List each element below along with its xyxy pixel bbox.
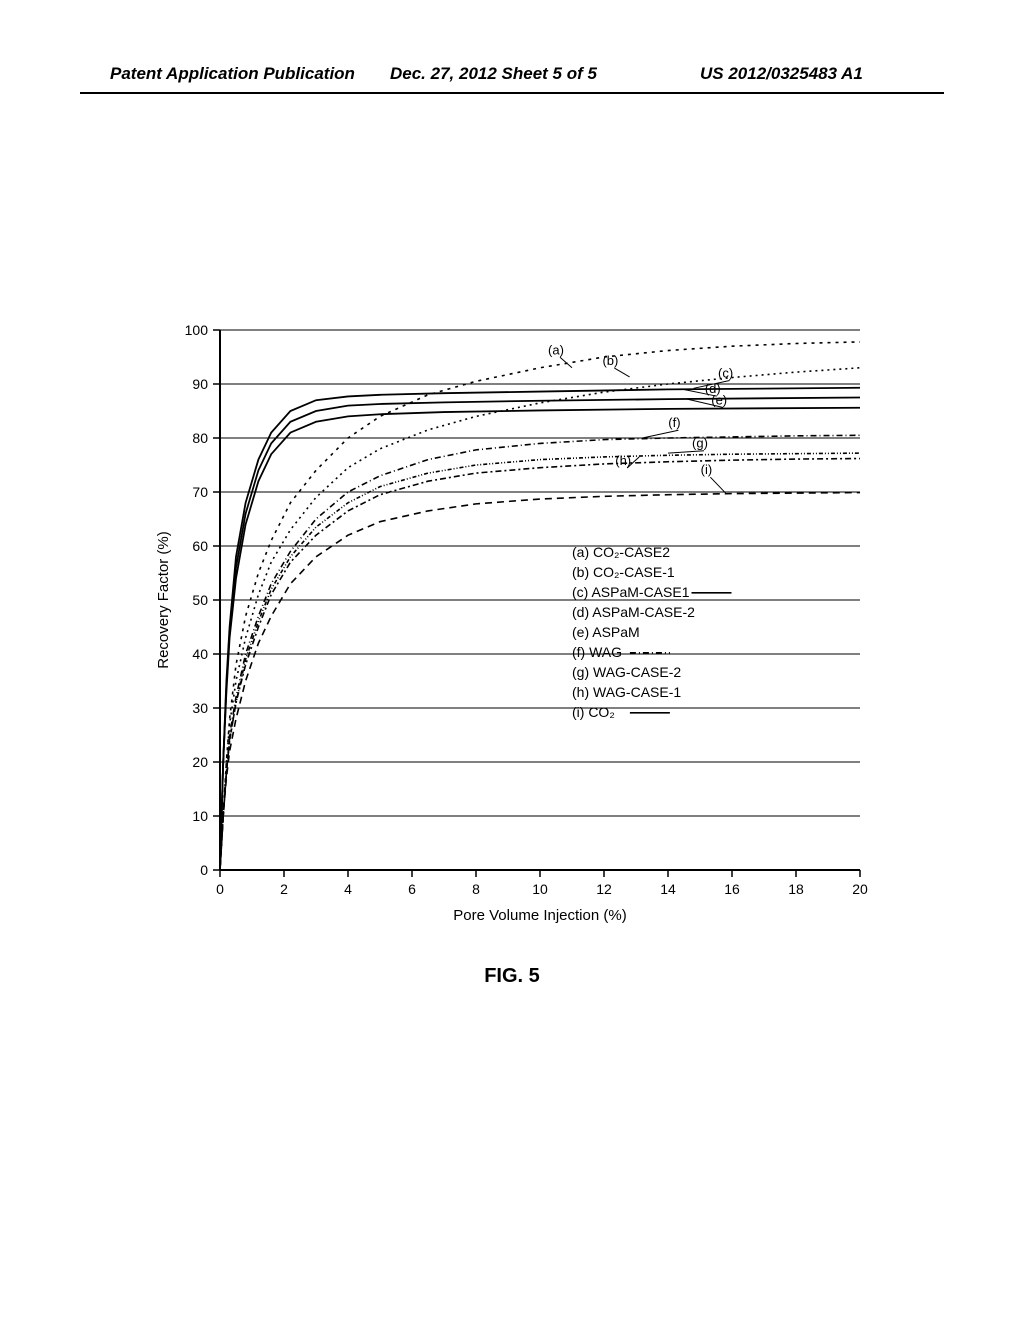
svg-text:60: 60 [192, 538, 208, 554]
figure-caption: FIG. 5 [0, 965, 1024, 988]
svg-text:(c) ASPaM-CASE1: (c) ASPaM-CASE1 [572, 584, 690, 600]
svg-text:(d) ASPaM-CASE-2: (d) ASPaM-CASE-2 [572, 604, 695, 620]
header-left: Patent Application Publication [110, 64, 355, 84]
svg-text:20: 20 [192, 754, 208, 770]
svg-text:(f): (f) [668, 415, 680, 430]
svg-text:100: 100 [185, 322, 209, 338]
svg-text:(g): (g) [692, 436, 708, 451]
svg-text:(h): (h) [615, 453, 631, 468]
svg-text:(i) CO₂: (i) CO₂ [572, 704, 615, 720]
svg-text:18: 18 [788, 881, 804, 897]
svg-text:Recovery Factor (%): Recovery Factor (%) [155, 531, 172, 669]
svg-text:80: 80 [192, 430, 208, 446]
chart-svg: 0 2 4 6 8 10 12 14 16 18 20 0 10 20 30 40 50 60 70 80 90 100 P… [150, 320, 874, 940]
svg-text:0: 0 [216, 881, 224, 897]
header-right: US 2012/0325483 A1 [700, 64, 863, 84]
svg-text:2: 2 [280, 881, 288, 897]
svg-text:30: 30 [192, 700, 208, 716]
svg-text:(b) CO₂-CASE-1: (b) CO₂-CASE-1 [572, 564, 675, 580]
svg-text:4: 4 [344, 881, 352, 897]
svg-text:10: 10 [192, 808, 208, 824]
svg-text:50: 50 [192, 592, 208, 608]
svg-text:(g) WAG-CASE-2: (g) WAG-CASE-2 [572, 664, 681, 680]
svg-text:16: 16 [724, 881, 740, 897]
svg-text:14: 14 [660, 881, 676, 897]
svg-text:12: 12 [596, 881, 612, 897]
svg-text:(a): (a) [548, 342, 564, 357]
svg-text:8: 8 [472, 881, 480, 897]
svg-text:20: 20 [852, 881, 868, 897]
svg-text:10: 10 [532, 881, 548, 897]
page: Patent Application Publication Dec. 27, … [0, 0, 1024, 1320]
header-mid: Dec. 27, 2012 Sheet 5 of 5 [390, 64, 597, 84]
svg-text:(a) CO₂-CASE2: (a) CO₂-CASE2 [572, 544, 670, 560]
svg-text:(i): (i) [701, 462, 713, 477]
svg-text:Pore Volume Injection (%): Pore Volume Injection (%) [453, 907, 626, 924]
svg-text:90: 90 [192, 376, 208, 392]
svg-text:(c): (c) [718, 366, 733, 381]
figure-5-chart: 0 2 4 6 8 10 12 14 16 18 20 0 10 20 30 40 50 60 70 80 90 100 P… [150, 320, 874, 940]
svg-text:(b): (b) [602, 353, 618, 368]
svg-text:70: 70 [192, 484, 208, 500]
svg-text:0: 0 [200, 862, 208, 878]
svg-text:(f) WAG: (f) WAG [572, 644, 622, 660]
svg-text:(h) WAG-CASE-1: (h) WAG-CASE-1 [572, 684, 681, 700]
svg-text:(e) ASPaM: (e) ASPaM [572, 624, 640, 640]
svg-text:6: 6 [408, 881, 416, 897]
svg-text:40: 40 [192, 646, 208, 662]
header-rule [80, 92, 944, 94]
